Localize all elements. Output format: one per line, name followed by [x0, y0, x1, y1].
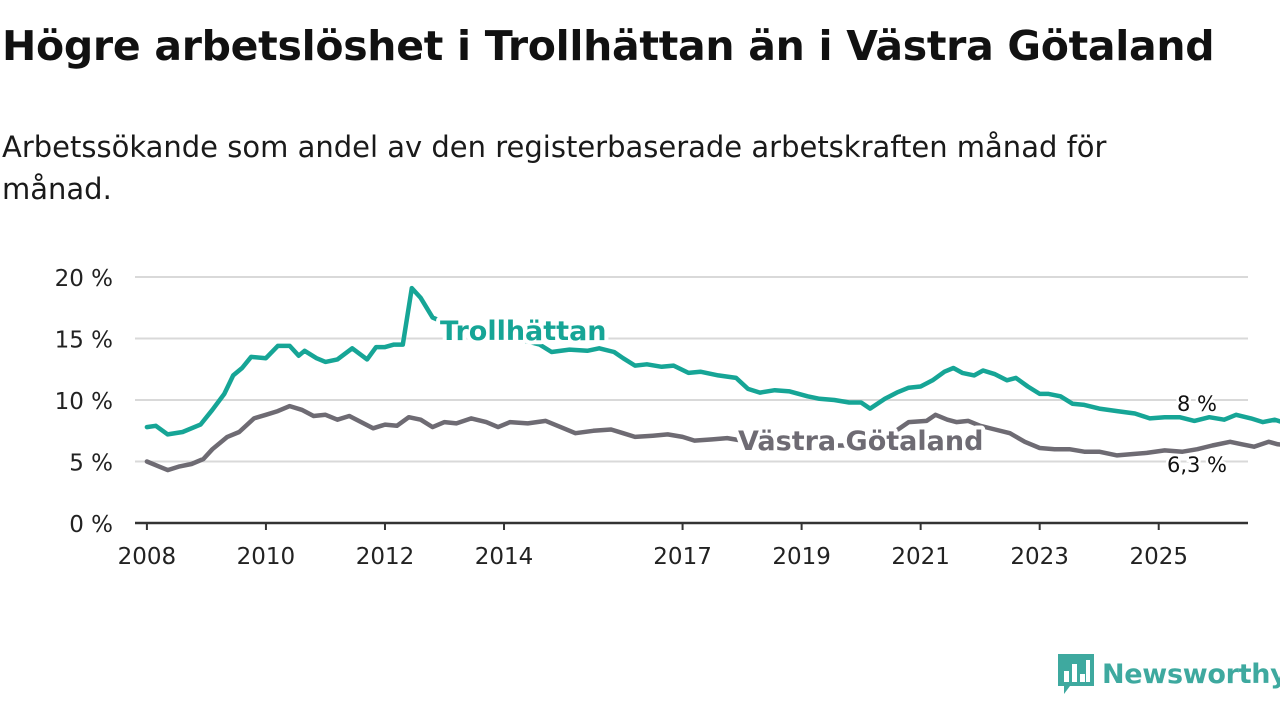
x-tick-label: 2012 — [356, 544, 415, 570]
series-label-vastra-gotaland: Västra Götaland — [738, 426, 983, 457]
x-axis: 2008 2010 2012 2014 2017 2019 2021 2023 2025 — [118, 521, 1248, 570]
x-tick-label: 2017 — [653, 544, 712, 570]
series-lines — [144, 285, 1280, 473]
x-tick-label: 2021 — [891, 544, 950, 570]
x-tick-label: 2025 — [1129, 544, 1188, 570]
series-labels: Trollhättan Västra Götaland 8 % 6,3 % — [436, 312, 1230, 480]
x-tick-label: 2014 — [475, 544, 534, 570]
chart-subtitle: Arbetssökande som andel av den registerb… — [2, 130, 1107, 206]
newsworthy-logo-icon — [1058, 654, 1094, 694]
y-tick-label: 10 % — [55, 389, 113, 415]
end-value-vastra-gotaland: 6,3 % — [1167, 453, 1227, 477]
end-value-trollhattan: 8 % — [1177, 392, 1217, 416]
chart-title: Högre arbetslöshet i Trollhättan än i Vä… — [2, 22, 1215, 70]
series-label-trollhattan: Trollhättan — [440, 316, 607, 347]
y-tick-label: 0 % — [69, 512, 113, 538]
x-tick-label: 2008 — [118, 544, 177, 570]
y-tick-label: 15 % — [55, 328, 113, 354]
brand-logo: Newsworthy — [1058, 654, 1280, 694]
y-tick-label: 20 % — [55, 266, 113, 292]
series-line-vastra-gotaland — [144, 403, 1280, 473]
x-tick-label: 2010 — [237, 544, 296, 570]
brand-name: Newsworthy — [1102, 658, 1280, 690]
y-tick-label: 5 % — [69, 451, 113, 477]
grid-lines — [135, 276, 1248, 463]
x-tick-label: 2023 — [1010, 544, 1069, 570]
series-line-trollhattan — [144, 285, 1280, 437]
y-axis: 0 % 5 % 10 % 15 % 20 % — [55, 266, 113, 538]
x-tick-label: 2019 — [772, 544, 831, 570]
